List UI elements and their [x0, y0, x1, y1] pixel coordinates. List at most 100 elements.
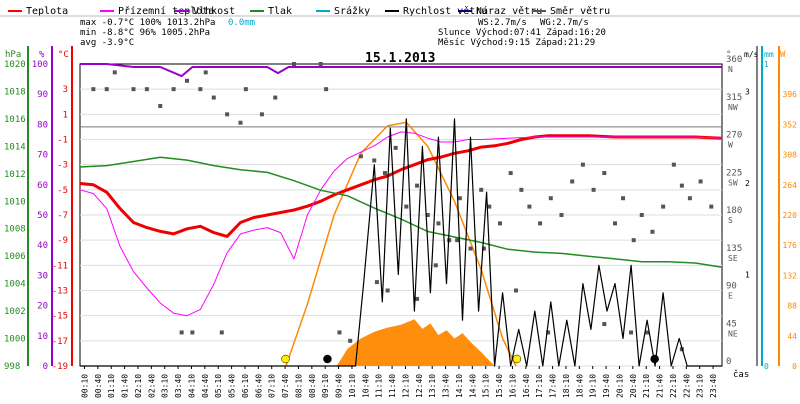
x-tick-label: 20:10	[615, 374, 624, 398]
winddir-point	[318, 62, 323, 66]
winddir-tick-label: 225	[726, 168, 742, 178]
x-tick-label: 05:10	[214, 374, 223, 398]
humidity-tick-label: 50	[37, 211, 48, 221]
winddir-point	[425, 213, 430, 217]
winddir-point	[455, 238, 460, 243]
x-tick-label: 16:40	[522, 374, 531, 398]
winddir-point	[468, 246, 473, 251]
winddir-point	[348, 338, 353, 343]
winddir-point	[185, 78, 189, 83]
solar-tick-label: 176	[783, 241, 798, 250]
winddir-point	[487, 204, 492, 209]
temp-tick-label: -3	[57, 161, 68, 171]
pressure-tick-label: 1016	[4, 115, 26, 125]
winddir-name-label: SE	[728, 254, 738, 263]
x-tick-label: 08:40	[308, 374, 317, 398]
temp-tick-label: -7	[57, 211, 68, 221]
legend-label: Tlak	[268, 6, 292, 17]
ground-temperature-line	[79, 131, 723, 317]
humidity-tick-label: 70	[37, 151, 48, 161]
x-tick-label: 06:40	[254, 374, 263, 398]
winddir-point	[645, 330, 650, 335]
x-tick-label: 19:40	[602, 374, 611, 398]
temp-tick-label: -17	[52, 337, 68, 347]
left-unit-celsius: °C	[58, 50, 69, 60]
winddir-point	[650, 229, 655, 234]
winddir-point	[497, 221, 502, 226]
x-tick-label: 10:40	[361, 374, 370, 398]
rain-tick-label: 1	[764, 60, 769, 69]
x-tick-label: 22:40	[682, 374, 691, 398]
winddir-point	[415, 296, 420, 301]
pressure-tick-label: 1018	[4, 87, 26, 97]
temp-tick-label: -1	[57, 136, 68, 146]
x-tick-label: 19:10	[589, 374, 598, 398]
winddir-name-label: S	[728, 216, 733, 225]
x-tick-label: 09:10	[321, 374, 330, 398]
temp-tick-label: 1	[63, 110, 68, 120]
winddir-point	[602, 171, 607, 176]
x-tick-label: 12:10	[401, 374, 410, 398]
winddir-point	[546, 330, 551, 335]
x-tick-label: 13:10	[428, 374, 437, 398]
temp-tick-label: -11	[52, 261, 68, 271]
winddir-point	[671, 162, 676, 167]
winddir-point	[179, 330, 184, 335]
solar-tick-label: 396	[783, 90, 798, 99]
event-marker	[281, 354, 290, 364]
x-tick-label: 14:40	[468, 374, 477, 398]
winddir-name-label: NW	[728, 103, 738, 112]
winddir-point	[393, 145, 398, 150]
winddir-point	[144, 87, 149, 92]
winddir-point	[259, 112, 264, 117]
stat-moon: Měsíc Východ:9:15 Západ:21:29	[438, 38, 595, 48]
winddir-point	[238, 120, 243, 125]
winddir-point	[679, 183, 684, 188]
temperature-line	[79, 134, 723, 238]
solar-tick-label: 308	[783, 151, 798, 160]
winddir-point	[621, 196, 626, 201]
winddir-tick-label: 0	[726, 357, 731, 367]
winddir-point	[243, 87, 248, 92]
winddir-tick-label: 270	[726, 131, 742, 141]
stat-max: max -0.7°C 100% 1013.2hPa	[80, 18, 215, 28]
winddir-point	[104, 87, 109, 92]
winddir-point	[337, 330, 342, 335]
event-marker	[323, 354, 332, 364]
winddir-point	[292, 62, 296, 66]
winddir-point	[404, 204, 409, 209]
winddir-point	[548, 196, 553, 201]
winddir-point	[219, 330, 224, 335]
solar-tick-label: 132	[783, 271, 798, 280]
winddir-point	[457, 196, 462, 201]
winddir-point	[602, 322, 607, 327]
pressure-tick-label: 998	[4, 362, 20, 372]
humidity-tick-label: 0	[43, 362, 48, 372]
humidity-tick-label: 90	[37, 90, 48, 100]
solar-tick-label: 352	[783, 120, 798, 129]
temp-tick-label: -15	[52, 312, 68, 322]
stat-sun: Slunce Východ:07:41 Západ:16:20	[438, 28, 606, 38]
wind-speed-line	[80, 118, 722, 367]
x-tick-label: 21:40	[656, 374, 665, 398]
winddir-point	[629, 330, 634, 335]
pressure-tick-label: 1008	[4, 225, 26, 235]
right-unit-w: W	[780, 50, 786, 60]
x-tick-label: 18:40	[575, 374, 584, 398]
x-tick-label: 04:10	[187, 374, 196, 398]
event-marker	[512, 354, 522, 364]
winddir-point	[481, 246, 486, 251]
x-tick-label: 03:10	[161, 374, 170, 398]
x-tick-label: 11:40	[388, 374, 397, 398]
temp-tick-label: -13	[52, 287, 68, 297]
winddir-point	[580, 162, 585, 167]
x-tick-label: 15:10	[482, 374, 491, 398]
right-unit-mm: mm	[764, 50, 774, 59]
winddir-point	[687, 196, 692, 201]
event-marker	[650, 354, 659, 364]
x-tick-label: 06:10	[241, 374, 250, 398]
x-tick-label: 14:10	[455, 374, 464, 398]
